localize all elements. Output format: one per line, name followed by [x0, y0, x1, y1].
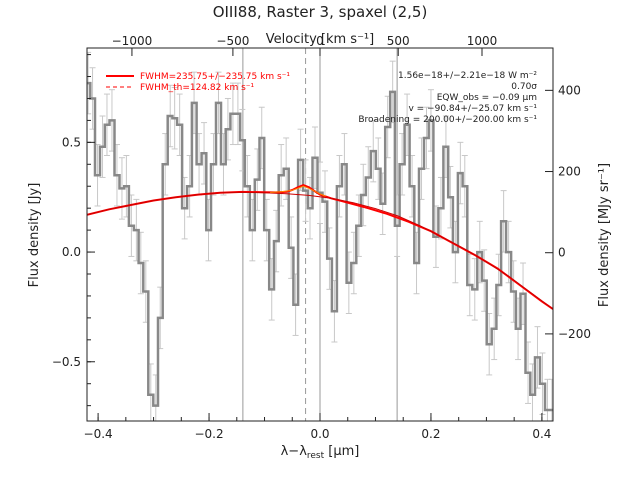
x-axis-label-sub: rest: [307, 451, 325, 461]
right-tick-label: 400: [558, 83, 581, 97]
annotation-sigma: 0.70σ: [511, 82, 537, 92]
legend-label-fwhm: FWHM=235.75+/−235.75 km s⁻¹: [140, 72, 290, 82]
series-baseline: [87, 191, 553, 310]
y-tick-label: 0.0: [62, 245, 81, 259]
top-tick-label: 1000: [467, 34, 498, 48]
legend: FWHM=235.75+/−235.75 km s⁻¹ FWHM_th=124.…: [106, 72, 290, 93]
annotation-flux: 1.56e−18+/−2.21e−18 W m⁻²: [398, 71, 537, 81]
annotation-velocity: v = −90.84+/−25.07 km s⁻¹: [408, 104, 537, 114]
x-tick-label: −0.4: [84, 427, 113, 441]
right-tick-label: 200: [558, 165, 581, 179]
x-tick-label: 0.2: [421, 427, 440, 441]
tick-marks: [87, 48, 553, 421]
x-axis-label: λ−λrest [μm]: [281, 444, 360, 461]
tick-labels: −0.4 −0.2 0.0 0.2 0.4 0.5 0.0 −0.5 −1000 −500 0 500…: [52, 34, 591, 441]
x-axis-label-main: λ−λ: [281, 444, 308, 459]
annotation-eqw: EQW_obs = −0.09 μm: [437, 93, 537, 103]
top-tick-label: −500: [216, 34, 249, 48]
chart-title: OIII88, Raster 3, spaxel (2,5): [213, 3, 428, 21]
y-axis-label-right: Flux density [MJy sr⁻¹]: [597, 163, 612, 307]
series-layer: [87, 81, 553, 412]
x-axis-label-unit: [μm]: [324, 444, 359, 459]
annotations: 1.56e−18+/−2.21e−18 W m⁻² 0.70σ EQW_obs …: [358, 71, 537, 125]
series-line-component: [270, 185, 326, 197]
x-tick-label: 0.4: [532, 427, 551, 441]
legend-label-fwhm-th: FWHM_th=124.82 km s⁻¹: [140, 83, 255, 93]
x-tick-label: −0.2: [194, 427, 223, 441]
series-data: [87, 81, 553, 412]
y-tick-label: 0.5: [62, 135, 81, 149]
top-tick-label: −1000: [112, 34, 153, 48]
y-tick-label: −0.5: [52, 355, 81, 369]
top-tick-label: 500: [387, 34, 410, 48]
annotation-broadening: Broadening = 200.00+/−200.00 km s⁻¹: [358, 115, 537, 125]
vertical-lines: [242, 48, 398, 421]
y-axis-label: Flux density [Jy]: [27, 183, 42, 288]
top-axis-label: Velocity [km s⁻¹]: [266, 32, 374, 47]
right-tick-label: 0: [558, 246, 566, 260]
x-tick-label: 0.0: [310, 427, 329, 441]
top-tick-label: 0: [316, 34, 324, 48]
right-tick-label: −200: [558, 327, 591, 341]
